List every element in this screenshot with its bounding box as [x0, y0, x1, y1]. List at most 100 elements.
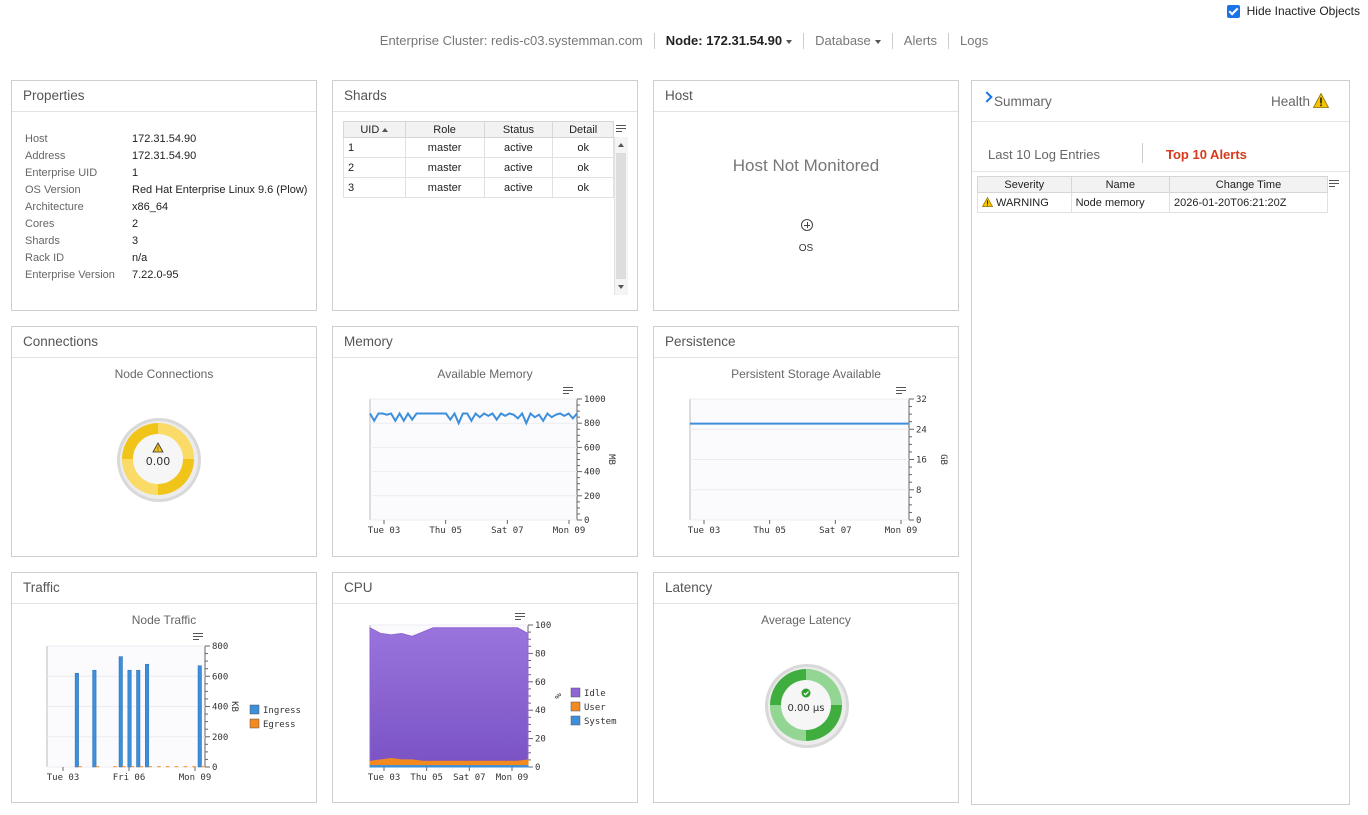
property-row: OS Version Red Hat Enterprise Linux 9.6 (…: [25, 184, 307, 201]
shard-uid: 2: [343, 157, 406, 178]
x-tick-label: Mon 09: [885, 526, 918, 536]
property-key: Host: [25, 133, 48, 145]
col-uid[interactable]: UID: [343, 121, 406, 138]
col-role[interactable]: Role: [404, 121, 485, 138]
bar: [136, 669, 141, 768]
y-tick-label: 24: [916, 425, 927, 435]
node-selector[interactable]: Node: 172.31.54.90: [655, 33, 803, 48]
alerts-link[interactable]: Alerts: [903, 33, 938, 49]
legend-swatch: [249, 718, 260, 729]
cpu-title: CPU: [333, 573, 637, 604]
x-tick-label: Tue 03: [688, 526, 721, 536]
latency-panel: Latency Average Latency 0.00 µs: [653, 572, 959, 803]
alert-severity: WARNING: [977, 192, 1072, 213]
y-tick-label: 20: [535, 735, 546, 745]
y-tick-label: 16: [916, 456, 927, 466]
table-row[interactable]: 1 master active ok: [343, 137, 614, 158]
x-tick-label: Sat 07: [453, 773, 486, 783]
y-tick-label: 0: [584, 516, 589, 526]
legend-swatch: [249, 704, 260, 715]
host-panel: Host Host Not Monitored OS: [653, 80, 959, 311]
col-detail[interactable]: Detail: [552, 121, 614, 138]
hide-inactive-label: Hide Inactive Objects: [1246, 4, 1360, 18]
legend-label: Idle: [584, 689, 606, 699]
hide-inactive-checkbox[interactable]: [1226, 4, 1240, 18]
column-menu-icon[interactable]: [616, 125, 626, 134]
chart-menu-icon[interactable]: [515, 613, 525, 622]
breadcrumb: Enterprise Cluster: redis-c03.systemman.…: [0, 32, 1368, 49]
chevron-down-icon: [874, 39, 881, 44]
cluster-link[interactable]: Enterprise Cluster: redis-c03.systemman.…: [379, 33, 643, 49]
bar: [148, 766, 152, 768]
shards-scrollbar[interactable]: [614, 137, 628, 295]
os-plus-icon[interactable]: [801, 219, 813, 231]
alerts-table-wrap: Severity Name Change Time WARNING Node me…: [977, 176, 1329, 213]
bar: [78, 766, 82, 768]
tab-underline: [972, 171, 1349, 172]
x-tick-label: Tue 03: [47, 773, 80, 783]
y-tick-label: 0: [916, 516, 921, 526]
tab-last-log-entries[interactable]: Last 10 Log Entries: [988, 147, 1101, 162]
bar: [122, 766, 126, 768]
table-row[interactable]: 3 master active ok: [343, 177, 614, 198]
scroll-up-icon[interactable]: [618, 143, 624, 147]
host-title: Host: [654, 81, 958, 112]
property-value: 2: [132, 218, 139, 230]
y-axis-label: %: [552, 693, 562, 699]
y-tick-label: 800: [584, 419, 600, 429]
scroll-down-icon[interactable]: [618, 285, 624, 289]
chart-menu-icon[interactable]: [896, 387, 906, 396]
bar: [201, 766, 205, 768]
chevron-right-icon[interactable]: [981, 91, 993, 103]
hide-inactive-toggle[interactable]: Hide Inactive Objects: [1226, 4, 1360, 18]
bar: [174, 766, 179, 768]
breadcrumb-divider: [948, 32, 950, 49]
summary-panel: Summary Health Last 10 Log Entries Top 1…: [971, 80, 1350, 805]
property-row: Host 172.31.54.90: [25, 133, 307, 150]
column-menu-icon[interactable]: [1329, 180, 1339, 189]
scrollbar-thumb[interactable]: [616, 153, 626, 279]
chart-menu-icon[interactable]: [193, 633, 203, 642]
y-tick-label: 400: [584, 468, 600, 478]
property-key: Address: [25, 150, 66, 162]
traffic-subtitle: Node Traffic: [131, 613, 197, 627]
shards-table-wrap: UID Role Status Detail 1 master active ok 2 m…: [343, 121, 614, 198]
col-name[interactable]: Name: [1070, 176, 1170, 193]
logs-link[interactable]: Logs: [960, 33, 989, 49]
bar: [157, 766, 161, 768]
col-change-time[interactable]: Change Time: [1168, 176, 1329, 193]
y-tick-label: 80: [535, 649, 546, 659]
bar: [92, 669, 97, 768]
database-menu[interactable]: Database: [804, 33, 892, 48]
table-row[interactable]: WARNING Node memory 2026-01-20T06:21:20Z: [977, 192, 1329, 213]
bar: [145, 663, 150, 768]
y-tick-label: 400: [212, 703, 228, 713]
y-tick-label: 60: [535, 678, 546, 688]
table-row[interactable]: 2 master active ok: [343, 157, 614, 178]
property-row: Architecture x86_64: [25, 201, 307, 218]
latency-title: Latency: [654, 573, 958, 604]
property-key: OS Version: [25, 184, 81, 196]
connections-title: Connections: [12, 327, 316, 358]
y-tick-label: 0: [535, 763, 540, 773]
property-value: x86_64: [132, 201, 169, 213]
y-axis-label: GB: [938, 454, 948, 465]
tab-divider: [1142, 143, 1143, 163]
y-tick-label: 200: [584, 492, 600, 502]
alerts-table: Severity Name Change Time WARNING Node me…: [977, 176, 1329, 213]
tab-top-alerts[interactable]: Top 10 Alerts: [1166, 147, 1247, 162]
property-value: 1: [132, 167, 139, 179]
series-area: [369, 757, 529, 768]
legend-swatch: [570, 687, 581, 698]
x-tick-label: Thu 05: [753, 526, 786, 536]
properties-title: Properties: [12, 81, 316, 112]
col-status[interactable]: Status: [483, 121, 554, 138]
latency-gauge-value: 0.00 µs: [787, 703, 824, 714]
legend-label: System: [584, 717, 617, 727]
connections-gauge-value: 0.00: [146, 455, 171, 468]
x-tick-label: Mon 09: [179, 773, 212, 783]
summary-header: Summary Health: [972, 81, 1349, 122]
chart-menu-icon[interactable]: [563, 387, 573, 396]
col-severity[interactable]: Severity: [977, 176, 1072, 193]
summary-title[interactable]: Summary: [994, 94, 1052, 109]
